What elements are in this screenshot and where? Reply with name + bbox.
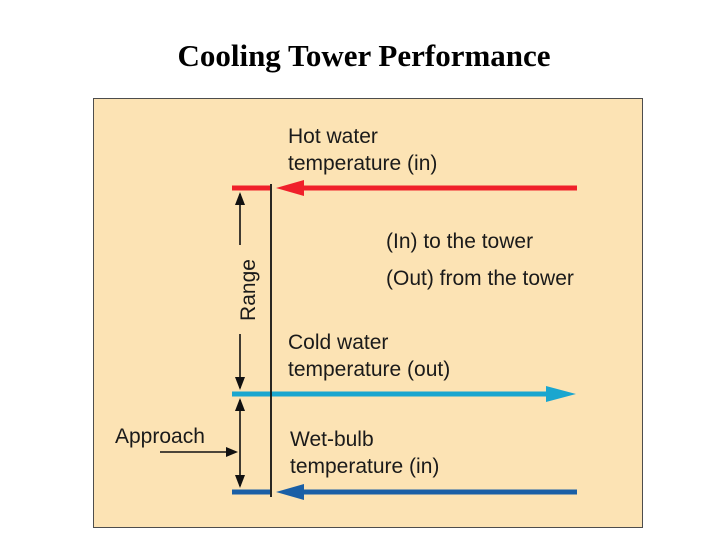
hot-water-label-line1: Hot water [288,125,378,148]
range-label: Range [237,259,260,321]
hot-water-arrowhead [276,180,304,196]
page-title: Cooling Tower Performance [177,38,551,73]
hot-water-label-line2: temperature (in) [288,152,437,175]
diagram-panel [93,98,643,528]
cold-water-label-line1: Cold water [288,331,388,354]
hot-water-line [232,180,577,196]
cold-water-arrowhead [546,386,576,402]
approach-label: Approach [115,425,205,448]
wet-bulb-line [232,484,577,500]
cold-water-label-line2: temperature (out) [288,358,450,381]
wet-bulb-label-line2: temperature (in) [290,455,439,478]
approach-dimension [160,398,245,488]
legend-out-label: (Out) from the tower [386,267,574,290]
range-dimension [235,192,245,390]
legend-in-label: (In) to the tower [386,230,533,253]
cold-water-line [232,386,576,402]
wet-bulb-arrowhead [276,484,304,500]
wet-bulb-label-line1: Wet-bulb [290,428,374,451]
